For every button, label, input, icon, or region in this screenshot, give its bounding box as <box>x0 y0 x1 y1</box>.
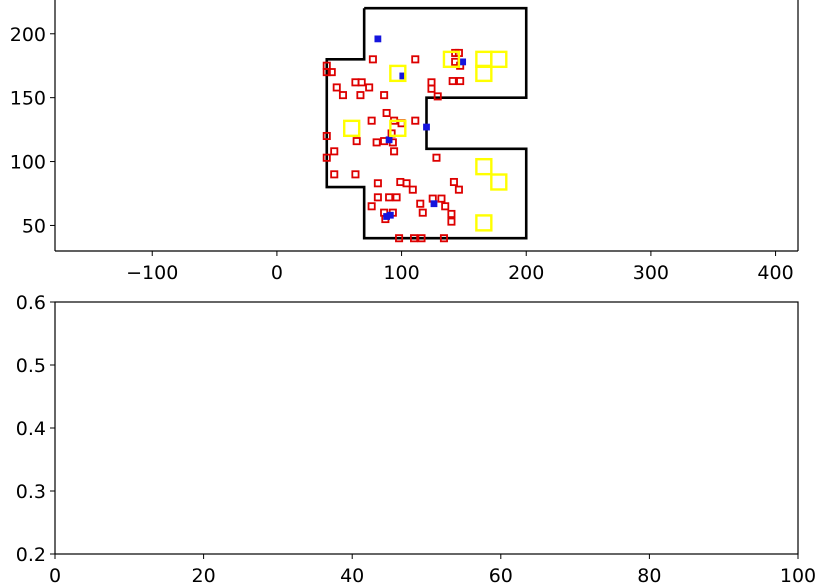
empty-x-tick-label: 0 <box>49 565 61 587</box>
empty-x-axis: 0 20 40 60 80 100 <box>49 554 816 587</box>
map-x-tick-label: −100 <box>126 262 178 284</box>
red-marker <box>373 193 382 202</box>
red-marker <box>368 55 377 64</box>
red-marker <box>330 147 339 156</box>
map-y-tick-label: 100 <box>10 152 46 174</box>
red-marker <box>392 193 401 202</box>
red-marker <box>433 92 442 101</box>
map-boundary-outline <box>325 6 528 240</box>
yellow-marker <box>389 119 407 138</box>
red-marker <box>441 202 450 211</box>
blue-marker <box>374 35 382 43</box>
map-x-tick-label: 300 <box>633 262 669 284</box>
red-marker <box>447 209 456 218</box>
red-marker <box>373 179 382 188</box>
map-x-tick-label: 200 <box>508 262 544 284</box>
empty-y-axis: 0.2 0.3 0.4 0.5 0.6 <box>16 292 55 566</box>
empty-x-tick-label: 80 <box>637 565 661 587</box>
blue-marker <box>383 213 391 220</box>
red-marker <box>396 177 405 187</box>
empty-x-tick-label: 20 <box>192 565 216 587</box>
map-plot-area <box>322 6 528 243</box>
red-marker <box>322 68 331 77</box>
map-x-axis: −100 0 100 200 300 400 <box>126 251 794 284</box>
red-marker <box>410 234 419 243</box>
empty-x-tick-label: 60 <box>489 565 513 587</box>
empty-chart: 0 20 40 60 80 100 0.2 0.3 0.4 0.5 0.6 <box>16 292 816 587</box>
red-marker <box>402 179 411 188</box>
red-marker <box>352 137 361 146</box>
blue-marker <box>459 58 467 66</box>
red-marker <box>456 77 465 86</box>
empty-y-tick-label: 0.3 <box>16 481 46 503</box>
red-marker <box>416 199 425 208</box>
red-marker <box>322 131 331 141</box>
red-marker <box>447 217 456 226</box>
empty-y-tick-label: 0.6 <box>16 292 46 314</box>
red-marker <box>411 55 420 64</box>
red-marker <box>439 234 448 243</box>
map-x-tick-label: 100 <box>383 262 419 284</box>
red-marker <box>417 234 426 243</box>
red-marker <box>390 147 399 156</box>
red-marker <box>427 84 436 93</box>
map-y-tick-label: 150 <box>10 88 46 110</box>
yellow-marker <box>389 64 407 83</box>
red-marker <box>357 78 366 87</box>
red-marker <box>448 77 457 86</box>
red-marker <box>382 108 391 118</box>
red-marker <box>380 91 389 100</box>
empty-y-tick-label: 0.5 <box>16 355 46 377</box>
empty-y-tick-label: 0.2 <box>16 544 46 566</box>
red-marker <box>338 91 347 100</box>
empty-plot-frame <box>54 301 799 555</box>
red-marker <box>351 78 360 87</box>
red-marker <box>367 116 376 125</box>
map-y-tick-label: 200 <box>10 24 46 46</box>
red-marker <box>418 208 427 217</box>
red-marker <box>322 153 331 162</box>
map-y-tick-label: 50 <box>22 215 46 237</box>
red-marker <box>332 83 341 92</box>
yellow-marker <box>343 119 361 138</box>
map-x-tick-label: 0 <box>271 262 283 284</box>
red-marker <box>432 153 441 162</box>
yellow-marker <box>475 157 493 176</box>
red-marker <box>365 83 374 92</box>
red-marker <box>408 185 417 194</box>
empty-x-tick-label: 100 <box>780 565 816 587</box>
yellow-marker <box>442 50 461 69</box>
red-marker <box>449 177 458 187</box>
red-marker <box>385 193 394 202</box>
red-marker <box>356 91 365 100</box>
red-marker <box>411 116 420 125</box>
yellow-marker <box>475 214 493 232</box>
red-marker <box>454 185 463 194</box>
red-marker <box>427 78 436 87</box>
red-marker <box>437 194 446 203</box>
red-marker <box>351 170 360 179</box>
red-marker <box>330 170 339 179</box>
red-marker <box>367 202 376 211</box>
map-axes-frame <box>54 0 799 252</box>
yellow-marker <box>490 173 508 191</box>
blue-marker <box>430 200 438 208</box>
yellow-marker <box>475 64 493 83</box>
yellow-marker <box>490 50 508 69</box>
empty-y-tick-label: 0.4 <box>16 418 46 440</box>
map-y-axis: 50 100 150 200 <box>10 24 55 237</box>
red-marker <box>395 234 404 243</box>
red-marker <box>327 68 336 77</box>
blue-marker <box>385 136 393 144</box>
map-x-tick-label: 400 <box>757 262 793 284</box>
yellow-marker <box>475 50 493 69</box>
red-marker <box>372 138 381 147</box>
map-chart: −100 0 100 200 300 400 50 100 150 200 <box>10 0 799 284</box>
blue-marker <box>423 123 430 131</box>
empty-x-tick-label: 40 <box>340 565 364 587</box>
